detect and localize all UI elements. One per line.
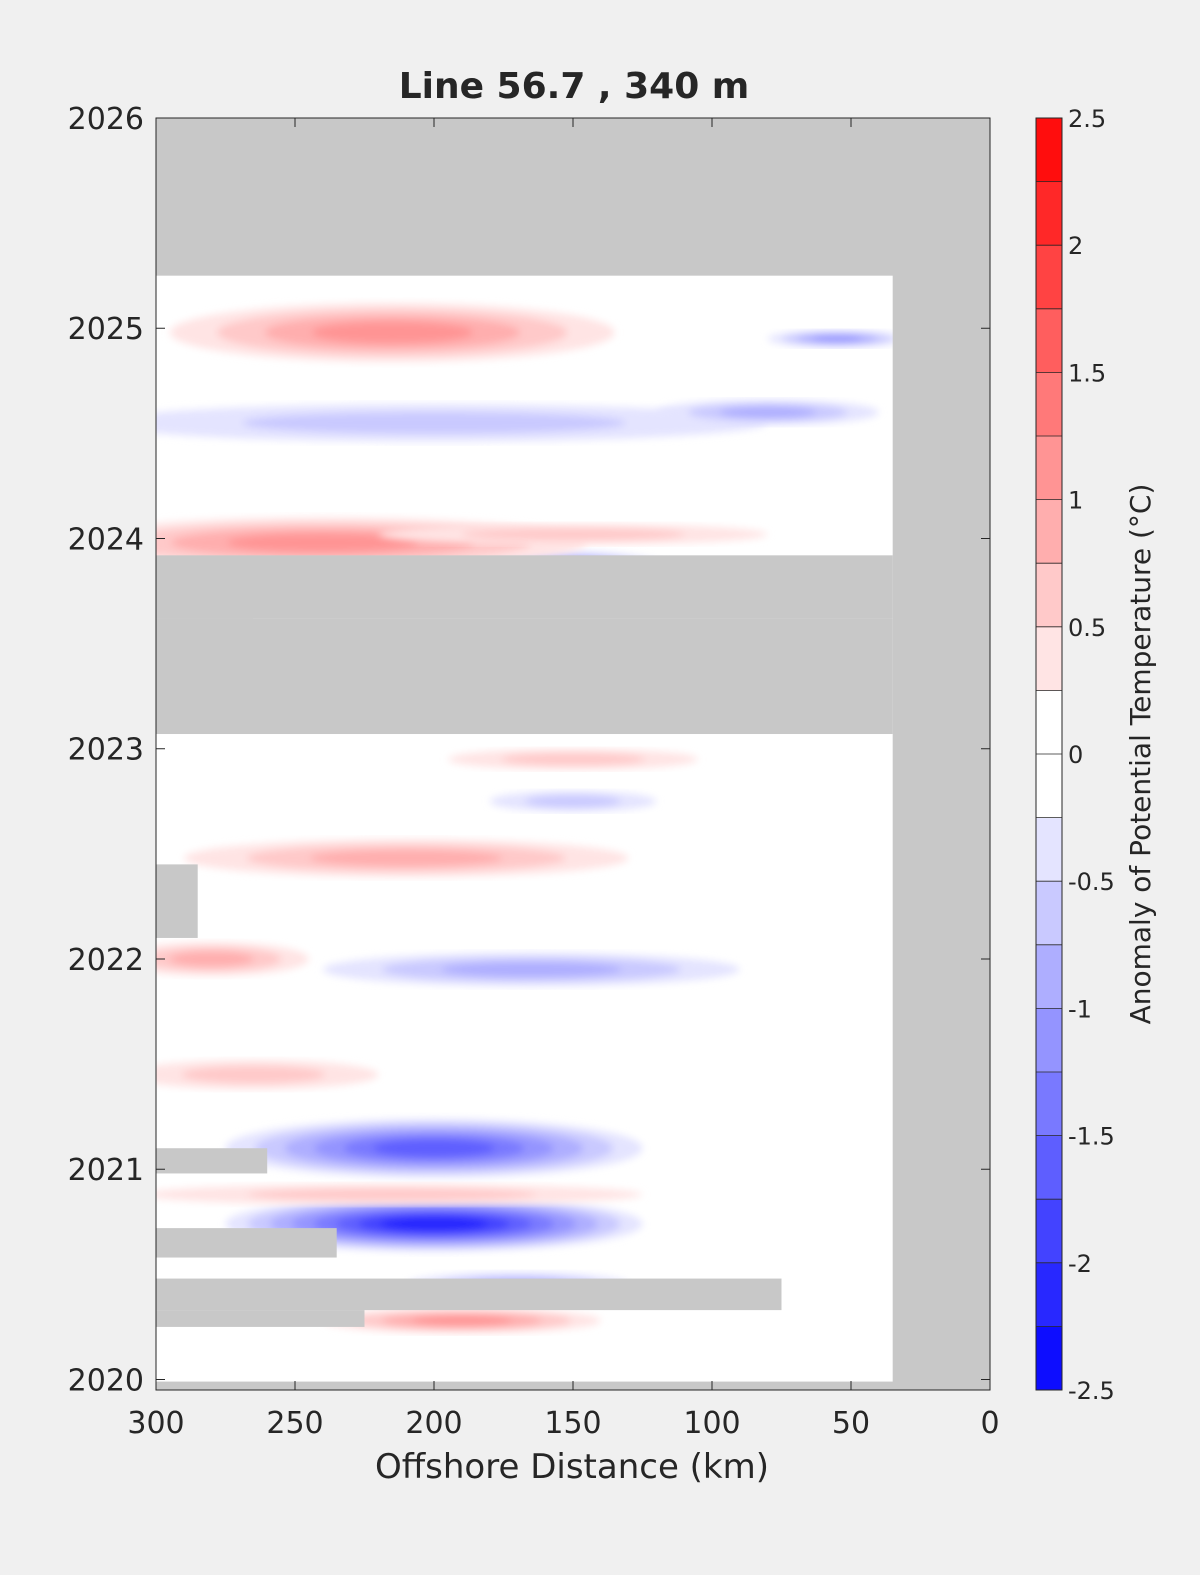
x-tick-label: 150 bbox=[544, 1406, 601, 1441]
contour-band bbox=[309, 849, 503, 867]
plot-area: 300 250 200 150 100 50 0 202020212022202320242… bbox=[68, 102, 1000, 1441]
colorbar-bin bbox=[1036, 1326, 1062, 1391]
colorbar-tick-label: 0.5 bbox=[1068, 614, 1106, 642]
colorbar-bin bbox=[1036, 1135, 1062, 1200]
colorbar-bin bbox=[1036, 308, 1062, 373]
warm-anomaly bbox=[183, 839, 629, 877]
colorbar-tick-label: -2 bbox=[1068, 1250, 1092, 1278]
colorbar: 2.5 2 1.5 1 0.5 0 -0.5 -1 -1.5 -2 -2.5 Anomaly of … bbox=[1035, 105, 1157, 1405]
y-tick-label: 2021 bbox=[68, 1153, 144, 1188]
x-axis-label: Offshore Distance (km) bbox=[375, 1447, 769, 1487]
y-tick-label: 2026 bbox=[68, 102, 144, 137]
colorbar-tick-label: 1.5 bbox=[1068, 359, 1106, 387]
y-tick-label: 2025 bbox=[68, 312, 144, 347]
missing-region bbox=[156, 118, 990, 276]
cold-anomaly bbox=[225, 1118, 643, 1178]
cold-anomaly bbox=[225, 1196, 643, 1252]
x-tick-label: 250 bbox=[266, 1406, 323, 1441]
cold-anomaly bbox=[656, 399, 879, 425]
contour-band bbox=[248, 1188, 537, 1201]
x-axis-ticks: 300 250 200 150 100 50 0 bbox=[127, 118, 1000, 1441]
missing-region bbox=[156, 1228, 337, 1258]
contour-band bbox=[811, 335, 863, 342]
cold-anomaly bbox=[156, 403, 768, 442]
colorbar-bin bbox=[1036, 436, 1062, 501]
contour-band bbox=[719, 406, 816, 418]
colorbar-bin bbox=[1036, 181, 1062, 246]
x-tick-label: 300 bbox=[127, 1406, 184, 1441]
contour-band bbox=[440, 962, 622, 977]
colorbar-bin bbox=[1036, 245, 1062, 310]
colorbar-tick-label: 1 bbox=[1068, 487, 1083, 515]
contour-band bbox=[242, 411, 626, 434]
y-tick-label: 2024 bbox=[68, 522, 144, 557]
missing-region bbox=[156, 864, 198, 938]
contour-band bbox=[181, 1066, 326, 1084]
colorbar-bin bbox=[1036, 817, 1062, 882]
cold-anomaly bbox=[489, 790, 657, 812]
contour-band bbox=[501, 753, 645, 766]
chart-title: Line 56.7 , 340 m bbox=[399, 66, 750, 107]
contour-band bbox=[373, 1139, 495, 1157]
colorbar-tick-label: 2 bbox=[1068, 232, 1083, 260]
y-axis-ticks: 2020 2021 2022 2023 2024 2025 2026 bbox=[68, 102, 990, 1398]
colorbar-ticks: 2.5 2 1.5 1 0.5 0 -0.5 -1 -1.5 -2 -2.5 bbox=[1068, 105, 1115, 1405]
y-tick-label: 2022 bbox=[68, 943, 144, 978]
contour-band bbox=[227, 533, 419, 552]
colorbar-tick-label: -2.5 bbox=[1068, 1377, 1115, 1405]
colorbar-bin bbox=[1036, 626, 1062, 691]
contour-band bbox=[169, 951, 254, 967]
colorbar-tick-label: 2.5 bbox=[1068, 105, 1106, 133]
warm-anomaly bbox=[156, 942, 309, 976]
colorbar-bin bbox=[1036, 118, 1062, 183]
missing-region bbox=[156, 555, 893, 619]
warm-anomaly bbox=[169, 303, 615, 362]
contour-band bbox=[461, 528, 685, 541]
colorbar-bins bbox=[1036, 118, 1062, 1391]
x-tick-label: 100 bbox=[683, 1406, 740, 1441]
missing-data-mask bbox=[156, 118, 990, 1390]
colorbar-tick-label: -0.5 bbox=[1068, 868, 1115, 896]
missing-region bbox=[156, 1310, 365, 1327]
warm-anomaly bbox=[378, 523, 768, 545]
warm-anomaly bbox=[447, 748, 699, 770]
y-tick-label: 2023 bbox=[68, 733, 144, 768]
missing-region bbox=[156, 618, 893, 735]
cold-anomaly bbox=[322, 952, 740, 987]
colorbar-bin bbox=[1036, 1072, 1062, 1137]
colorbar-bin bbox=[1036, 1008, 1062, 1073]
missing-region bbox=[156, 1148, 268, 1174]
missing-region bbox=[892, 118, 990, 1390]
colorbar-frame bbox=[1035, 117, 1063, 1391]
colorbar-tick-label: -1 bbox=[1068, 995, 1092, 1023]
y-tick-label: 2020 bbox=[68, 1363, 144, 1398]
contour-band bbox=[525, 795, 621, 808]
colorbar-bin bbox=[1036, 754, 1062, 819]
warm-anomaly bbox=[156, 1059, 379, 1090]
colorbar-bin bbox=[1036, 563, 1062, 628]
colorbar-bin bbox=[1036, 1199, 1062, 1264]
colorbar-tick-label: 0 bbox=[1068, 741, 1083, 769]
anomaly-features bbox=[156, 303, 907, 1334]
colorbar-bin bbox=[1036, 690, 1062, 755]
contour-band bbox=[380, 1216, 488, 1231]
missing-region bbox=[156, 563, 254, 619]
colorbar-bin bbox=[1036, 944, 1062, 1009]
colorbar-tick-label: -1.5 bbox=[1068, 1123, 1115, 1151]
colorbar-bin bbox=[1036, 1262, 1062, 1327]
colorbar-bin bbox=[1036, 881, 1062, 946]
contour-band bbox=[311, 321, 473, 344]
missing-region bbox=[156, 1278, 782, 1311]
colorbar-label: Anomaly of Potential Temperature (°C) bbox=[1124, 484, 1157, 1025]
contour-band bbox=[411, 1316, 513, 1326]
x-tick-label: 0 bbox=[980, 1406, 999, 1441]
colorbar-bin bbox=[1036, 499, 1062, 564]
warm-anomaly bbox=[156, 1183, 643, 1205]
colorbar-bin bbox=[1036, 372, 1062, 437]
warm-anomaly bbox=[322, 1308, 601, 1334]
x-tick-label: 50 bbox=[832, 1406, 870, 1441]
cold-anomaly bbox=[767, 330, 907, 348]
x-tick-label: 200 bbox=[405, 1406, 462, 1441]
